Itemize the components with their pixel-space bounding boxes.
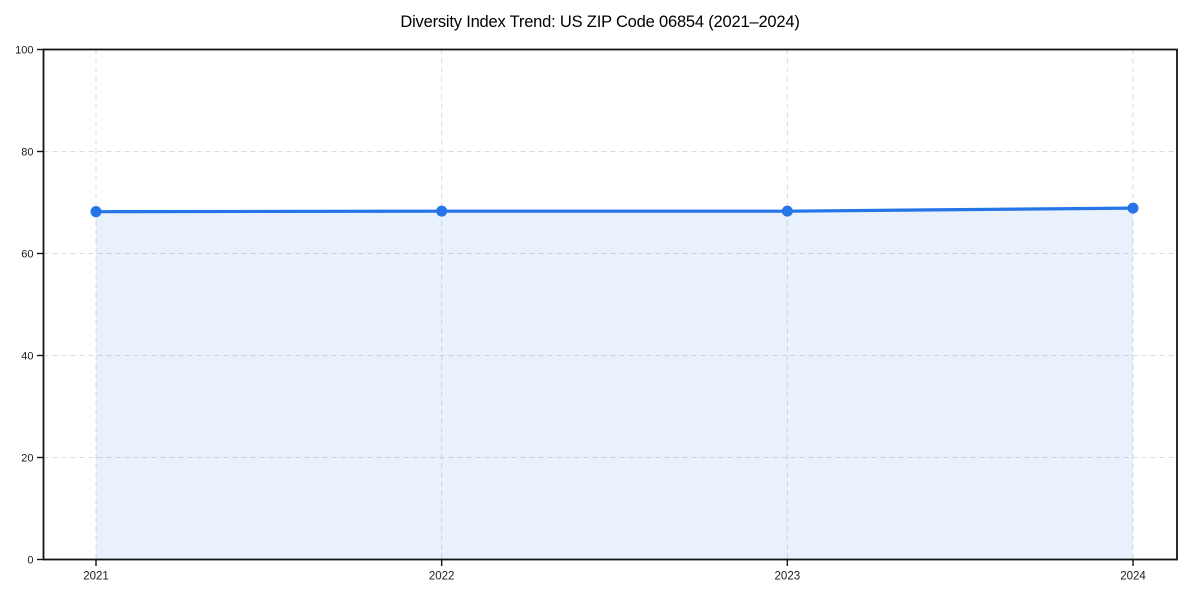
y-tick-label: 0 — [27, 554, 33, 566]
x-tick-label: 2021 — [83, 571, 109, 583]
x-tick-label: 2022 — [429, 571, 455, 583]
y-tick-label: 80 — [21, 146, 33, 158]
data-point — [90, 206, 102, 218]
chart-title: Diversity Index Trend: US ZIP Code 06854… — [400, 13, 800, 31]
y-tick-label: 100 — [15, 44, 33, 56]
x-tick-label: 2024 — [1120, 571, 1146, 583]
y-tick-label: 20 — [21, 452, 33, 464]
plot-border — [42, 48, 1178, 561]
data-point — [1127, 202, 1139, 214]
data-point — [436, 205, 448, 217]
y-tick-label: 60 — [21, 248, 33, 260]
x-tick-label: 2023 — [775, 571, 801, 583]
trend-line — [94, 206, 1135, 214]
y-tick-label: 40 — [21, 350, 33, 362]
data-point — [781, 205, 793, 217]
area-fill — [96, 208, 1133, 560]
